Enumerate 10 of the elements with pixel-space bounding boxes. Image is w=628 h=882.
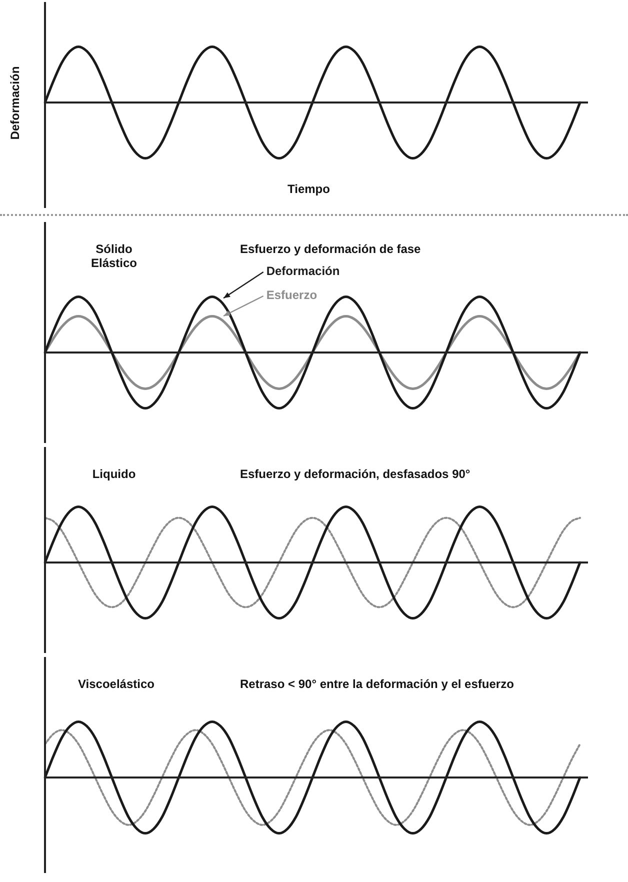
- chart-subtitle: Retraso < 90° entre la deformación y el esfuerzo: [240, 677, 514, 691]
- chart-title: Viscoelástico: [78, 677, 154, 691]
- text: Esfuerzo: [266, 288, 318, 302]
- chart-subtitle: Esfuerzo y deformación, desfasados 90°: [240, 467, 470, 481]
- chart-subtitle: Esfuerzo y deformación de fase: [240, 242, 421, 256]
- y-axis-title: Deformación: [8, 66, 22, 140]
- series-label: Deformación: [266, 264, 340, 278]
- chart-title: Sólido Elástico: [90, 242, 138, 270]
- chart-title: Liquido: [91, 467, 137, 481]
- x-axis-title: Tiempo: [288, 182, 330, 196]
